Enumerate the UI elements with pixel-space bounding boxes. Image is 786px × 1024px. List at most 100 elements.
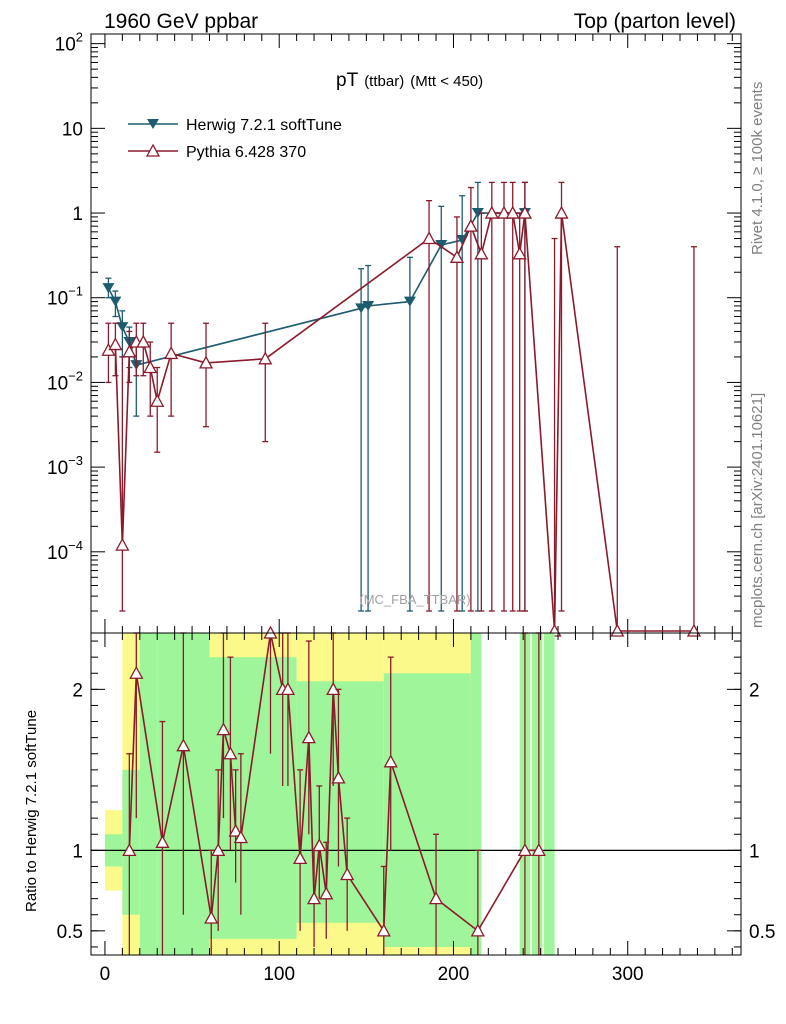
y-tick-label: 10−1: [47, 284, 83, 310]
x-tick-label: 200: [438, 964, 470, 985]
legend: Herwig 7.2.1 softTune Pythia 6.428 370: [128, 117, 342, 161]
pythia-marker: [136, 334, 151, 348]
ratio-y-tick-label-right: 1: [749, 841, 760, 862]
legend-herwig-label: Herwig 7.2.1 softTune: [186, 117, 342, 134]
pythia-marker: [115, 537, 130, 551]
plot-title: pT (ttbar) (Mtt < 450): [336, 70, 483, 91]
pythia-marker: [421, 231, 437, 245]
y-tick-exponent: 2: [76, 30, 83, 45]
herwig-marker: [355, 303, 368, 314]
pythia-marker: [143, 360, 158, 374]
pythia-marker: [517, 205, 533, 219]
ratio-pythia-marker: [293, 851, 308, 865]
legend-entry-pythia: Pythia 6.428 370: [128, 143, 306, 161]
ratio-pythia-marker: [228, 823, 243, 837]
ratio-pythia-marker: [155, 834, 170, 848]
pythia-marker: [484, 205, 499, 219]
ratio-y-axis-label: Ratio to Herwig 7.2.1 softTune: [23, 710, 40, 912]
rivet-version-label: Rivet 4.1.0, ≥ 100k events: [749, 82, 766, 255]
herwig-marker: [362, 300, 375, 311]
ratio-pythia-marker: [223, 746, 238, 760]
legend-herwig-marker: [147, 119, 159, 129]
ratio-band-green: [470, 633, 482, 955]
ratio-band-green: [209, 657, 297, 939]
main-plot-series: [101, 181, 702, 637]
herwig-marker: [403, 296, 416, 307]
herwig-marker: [471, 208, 484, 219]
ratio-pythia-marker: [517, 842, 533, 856]
y-tick-label: 10−4: [47, 538, 83, 564]
ratio-pythia-marker: [211, 842, 226, 856]
herwig-marker: [116, 322, 129, 333]
ratio-pythia-marker: [301, 730, 316, 744]
pythia-marker: [505, 205, 520, 219]
pythia-marker: [150, 393, 165, 407]
ratio-plot-frame: [90, 632, 742, 956]
plot-title-main: pT: [336, 70, 359, 91]
ratio-pythia-marker: [531, 842, 546, 856]
ratio-pythia-marker: [176, 738, 191, 752]
ratio-band-green: [122, 769, 140, 915]
legend-pythia-marker: [145, 143, 161, 157]
y-tick-base: 10: [47, 373, 68, 394]
y-tick-label: 102: [55, 30, 83, 56]
ratio-pythia-marker: [129, 665, 144, 679]
y-tick-base: 10: [55, 35, 76, 56]
ratio-plot-panel: 0.5 0.5 1 1 2 2 0 100 200 300 Ratio to Herwig 7.2…: [23, 625, 775, 985]
ratio-pythia-marker: [428, 891, 444, 905]
ratio-pythia-marker: [319, 886, 334, 900]
ratio-y-tick-label-left: 0.5: [57, 922, 83, 943]
ratio-y-tick-label-left: 2: [72, 680, 83, 701]
ratio-pythia-marker: [340, 867, 355, 881]
pythia-marker: [474, 246, 489, 260]
x-tick-label: 100: [263, 964, 295, 985]
ratio-pythia-marker: [376, 923, 391, 937]
pythia-line: [107, 212, 694, 632]
ratio-pythia-marker: [122, 842, 137, 856]
herwig-marker: [102, 283, 115, 294]
y-tick-exponent: −2: [68, 368, 83, 383]
ratio-pythia-marker: [204, 910, 219, 924]
y-tick-base: 10: [47, 543, 68, 564]
pythia-marker: [164, 346, 179, 360]
pythia-marker: [554, 205, 569, 219]
ratio-pythia-marker: [312, 838, 327, 852]
pythia-marker: [258, 351, 273, 365]
pythia-marker: [449, 249, 465, 263]
pythia-marker: [463, 218, 478, 232]
ratio-pythia-marker: [383, 754, 398, 768]
ratio-band-green: [544, 633, 555, 955]
y-tick-base: 1: [72, 204, 83, 225]
y-tick-base: 10: [47, 289, 68, 310]
legend-entry-herwig: Herwig 7.2.1 softTune: [128, 117, 342, 134]
ratio-plot-series: [122, 625, 546, 955]
herwig-marker: [109, 296, 122, 307]
y-tick-exponent: −4: [68, 538, 83, 553]
ratio-y-tick-label-right: 0.5: [749, 922, 775, 943]
ratio-pythia-marker: [306, 891, 322, 905]
ratio-y-tick-label-left: 1: [72, 841, 83, 862]
header-left: 1960 GeV ppbar: [104, 10, 258, 33]
y-tick-label: 10: [62, 119, 83, 140]
y-tick-exponent: −3: [68, 453, 83, 468]
y-tick-label: 10−3: [47, 453, 83, 479]
plot-title-cond: (Mtt < 450): [410, 73, 483, 90]
ratio-pythia-marker: [331, 770, 346, 784]
pythia-marker: [108, 337, 123, 351]
mcplots-label: mcplots.cern.ch [arXiv:2401.10621]: [749, 393, 766, 628]
pythia-marker: [496, 205, 512, 219]
ratio-band-green: [531, 633, 543, 955]
y-tick-label: 1: [72, 204, 83, 225]
ratio-pythia-marker: [280, 681, 296, 695]
analysis-watermark: (MC_FBA_TTBAR): [359, 592, 470, 607]
ratio-band-green: [383, 673, 471, 947]
pythia-marker: [122, 344, 137, 358]
header-right: Top (parton level): [574, 10, 736, 33]
y-tick-base: 10: [47, 458, 68, 479]
x-tick-label: 300: [612, 964, 644, 985]
y-tick-base: 10: [62, 119, 83, 140]
y-tick-label: 10−2: [47, 368, 83, 394]
ratio-y-tick-label-right: 2: [749, 680, 760, 701]
